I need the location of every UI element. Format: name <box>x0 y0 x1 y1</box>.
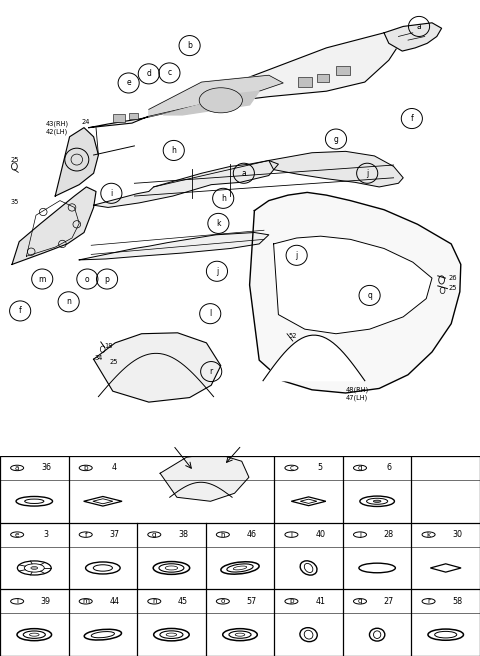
Text: g: g <box>334 134 338 144</box>
Text: r: r <box>210 367 213 376</box>
Bar <box>298 77 312 87</box>
Text: c: c <box>168 68 171 77</box>
Polygon shape <box>263 335 365 380</box>
Text: m: m <box>82 598 89 604</box>
Polygon shape <box>274 236 432 334</box>
Text: 42(LH): 42(LH) <box>46 129 68 136</box>
Polygon shape <box>163 91 259 115</box>
Text: p: p <box>105 274 109 283</box>
Text: 48(RH): 48(RH) <box>346 386 369 393</box>
Text: 6: 6 <box>386 463 391 472</box>
Polygon shape <box>55 128 98 196</box>
Text: j: j <box>216 267 218 276</box>
Bar <box>113 114 125 122</box>
Text: 18: 18 <box>105 342 113 348</box>
Text: k: k <box>426 531 431 538</box>
Text: f: f <box>410 114 413 123</box>
Text: h: h <box>221 194 226 203</box>
Text: a: a <box>241 169 246 178</box>
Text: f: f <box>84 531 87 538</box>
Text: 25: 25 <box>448 285 457 291</box>
Text: 43(RH): 43(RH) <box>46 121 69 127</box>
Polygon shape <box>149 75 283 116</box>
Text: a: a <box>417 22 421 31</box>
Polygon shape <box>12 187 96 264</box>
Text: 5: 5 <box>318 463 323 472</box>
Text: l: l <box>209 309 211 318</box>
Text: i: i <box>110 189 112 198</box>
Text: h: h <box>171 146 176 155</box>
Text: 47(LH): 47(LH) <box>346 395 368 401</box>
Polygon shape <box>160 453 249 501</box>
Text: o: o <box>85 274 90 283</box>
Text: 36: 36 <box>41 463 51 472</box>
Text: 27: 27 <box>384 597 394 605</box>
Text: d: d <box>358 465 362 471</box>
Text: j: j <box>366 169 368 178</box>
Text: 57: 57 <box>247 597 257 605</box>
Text: j: j <box>359 531 361 538</box>
Text: 26: 26 <box>448 275 457 281</box>
Polygon shape <box>94 333 221 402</box>
Text: o: o <box>221 598 225 604</box>
Text: b: b <box>84 465 88 471</box>
Ellipse shape <box>199 88 242 113</box>
Text: g: g <box>152 531 156 538</box>
Text: 40: 40 <box>315 530 325 539</box>
Polygon shape <box>269 152 403 187</box>
Polygon shape <box>250 192 461 393</box>
Text: 46: 46 <box>247 530 257 539</box>
Polygon shape <box>384 23 442 51</box>
Text: h: h <box>221 531 225 538</box>
Text: 52: 52 <box>288 333 297 339</box>
Text: p: p <box>289 598 294 604</box>
Text: q: q <box>358 598 362 604</box>
Text: c: c <box>289 465 293 471</box>
Bar <box>336 66 350 75</box>
Text: e: e <box>126 79 131 87</box>
Text: 37: 37 <box>109 530 120 539</box>
Text: n: n <box>66 297 71 306</box>
Text: 41: 41 <box>315 597 325 605</box>
Ellipse shape <box>373 500 381 502</box>
Text: m: m <box>38 274 46 283</box>
Text: q: q <box>367 291 372 300</box>
Text: b: b <box>187 41 192 50</box>
Text: 39: 39 <box>41 597 51 605</box>
Text: 34: 34 <box>94 355 102 361</box>
Text: f: f <box>19 306 22 316</box>
Text: 25: 25 <box>11 157 19 163</box>
Text: 25: 25 <box>109 359 118 365</box>
Bar <box>317 74 329 82</box>
Text: 28: 28 <box>384 530 394 539</box>
Text: 4: 4 <box>112 463 117 472</box>
Text: 58: 58 <box>452 597 462 605</box>
Text: 30: 30 <box>452 530 462 539</box>
Text: 35: 35 <box>11 199 19 205</box>
Text: l: l <box>16 598 18 604</box>
Bar <box>129 113 138 119</box>
Text: 3: 3 <box>44 530 48 539</box>
Text: e: e <box>15 531 19 538</box>
Polygon shape <box>89 33 398 128</box>
Text: j: j <box>296 251 298 260</box>
Text: d: d <box>146 70 151 78</box>
Text: 44: 44 <box>109 597 120 605</box>
Polygon shape <box>94 161 278 207</box>
Text: 45: 45 <box>178 597 188 605</box>
Polygon shape <box>79 232 269 260</box>
Text: 38: 38 <box>178 530 188 539</box>
Text: n: n <box>152 598 156 604</box>
Text: k: k <box>216 219 221 228</box>
Text: a: a <box>15 465 19 471</box>
Circle shape <box>31 567 38 569</box>
Text: r: r <box>427 598 430 604</box>
Text: i: i <box>290 531 292 538</box>
Text: 24: 24 <box>82 119 90 125</box>
